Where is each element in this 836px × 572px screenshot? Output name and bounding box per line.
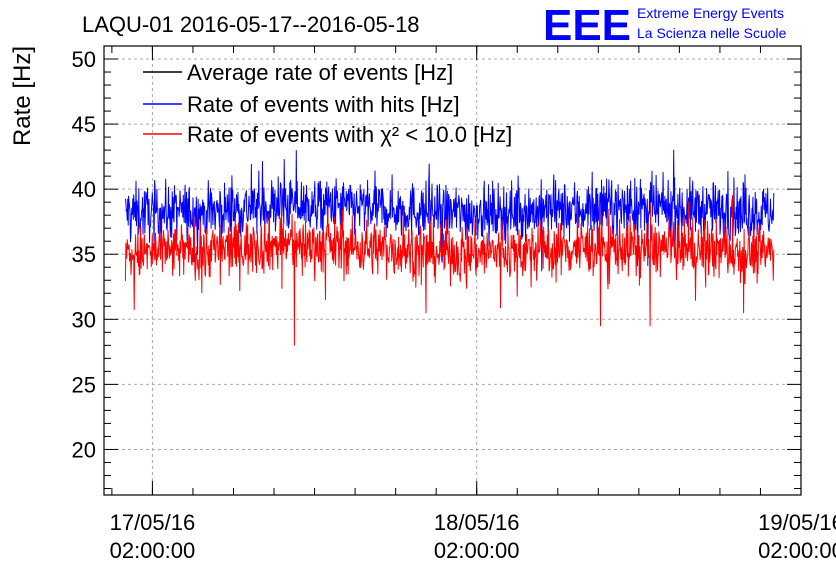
x-tick-labels: 17/05/16 02:00:00 18/05/16 02:00:00 19/05/16…: [110, 510, 836, 563]
legend-label-chi2: Rate of events with χ² < 10.0 [Hz]: [187, 122, 512, 147]
y-tick-label: 45: [72, 112, 96, 137]
series-line-hits: [124, 149, 775, 272]
legend: Average rate of events [Hz] Rate of even…: [143, 60, 512, 147]
eee-logo-line2: La Scienza nelle Scuole: [637, 25, 787, 41]
x-tick-label-time: 02:00:00: [110, 538, 196, 563]
x-tick-label-time: 02:00:00: [434, 538, 520, 563]
x-tick-label-time: 02:00:00: [758, 538, 836, 563]
y-tick-label: 25: [72, 372, 96, 397]
x-tick-label-date: 19/05/16: [758, 510, 836, 535]
axis-ticks: [104, 45, 802, 495]
y-tick-label: 20: [72, 437, 96, 462]
plot-frame: [103, 45, 802, 496]
eee-logo-letters: EEE: [543, 1, 631, 50]
eee-logo: EEE Extreme Energy Events La Scienza nel…: [543, 1, 787, 50]
y-tick-label: 50: [72, 47, 96, 72]
series-layer: [124, 149, 775, 346]
legend-label-hits: Rate of events with hits [Hz]: [187, 92, 460, 117]
y-tick-label: 35: [72, 242, 96, 267]
series-line-chi2: [124, 195, 775, 346]
eee-logo-line1: Extreme Energy Events: [637, 5, 784, 21]
y-tick-label: 30: [72, 307, 96, 332]
y-tick-label: 40: [72, 177, 96, 202]
chart-title: LAQU-01 2016-05-17--2016-05-18: [82, 12, 420, 37]
y-axis-label: Rate [Hz]: [9, 46, 36, 146]
x-tick-label-date: 17/05/16: [110, 510, 196, 535]
x-tick-label-date: 18/05/16: [434, 510, 520, 535]
legend-label-average: Average rate of events [Hz]: [187, 60, 453, 85]
y-tick-labels: 20 25 30 35 40 45 50: [72, 47, 96, 462]
